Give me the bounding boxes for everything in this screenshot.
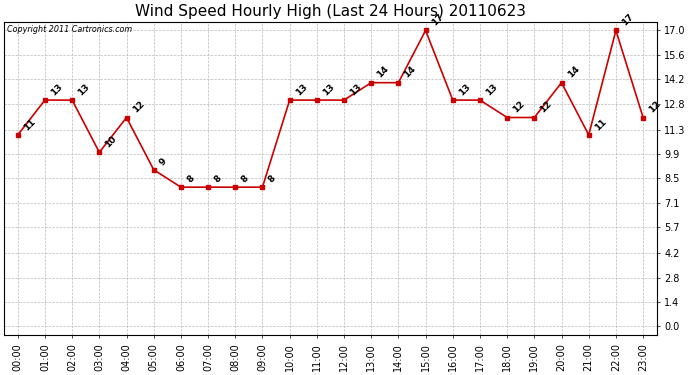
Text: 12: 12	[647, 99, 662, 115]
Text: 11: 11	[593, 117, 608, 132]
Text: 14: 14	[402, 64, 418, 80]
Text: 13: 13	[49, 82, 64, 98]
Text: 13: 13	[321, 82, 336, 98]
Text: 9: 9	[158, 156, 169, 167]
Text: 8: 8	[239, 174, 250, 184]
Text: 13: 13	[457, 82, 472, 98]
Text: 10: 10	[104, 135, 119, 150]
Text: 8: 8	[266, 174, 277, 184]
Text: 13: 13	[77, 82, 92, 98]
Text: 12: 12	[130, 99, 146, 115]
Text: 8: 8	[185, 174, 196, 184]
Text: 13: 13	[294, 82, 309, 98]
Text: 17: 17	[620, 12, 635, 28]
Text: 12: 12	[511, 99, 526, 115]
Text: 11: 11	[22, 117, 37, 132]
Text: 14: 14	[566, 64, 581, 80]
Text: 17: 17	[430, 12, 445, 28]
Text: 12: 12	[538, 99, 553, 115]
Text: Copyright 2011 Cartronics.com: Copyright 2011 Cartronics.com	[8, 25, 132, 34]
Text: 13: 13	[484, 82, 500, 98]
Text: 14: 14	[375, 64, 391, 80]
Text: 13: 13	[348, 82, 364, 98]
Text: 8: 8	[213, 174, 223, 184]
Title: Wind Speed Hourly High (Last 24 Hours) 20110623: Wind Speed Hourly High (Last 24 Hours) 2…	[135, 4, 526, 19]
